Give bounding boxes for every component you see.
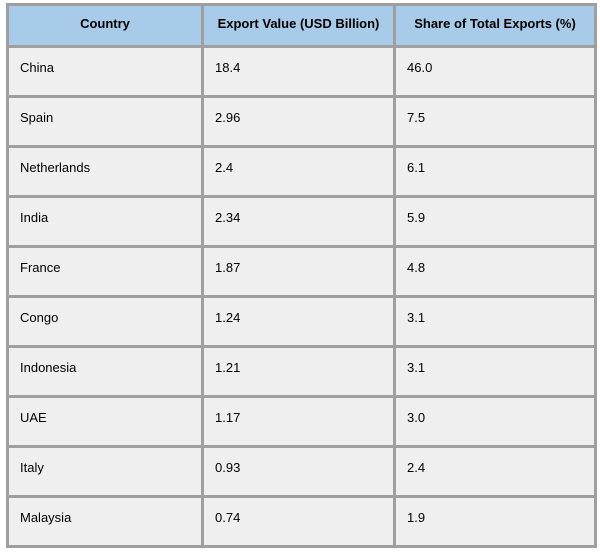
share-cell: 3.1 bbox=[393, 345, 597, 398]
export-value-cell: 1.21 bbox=[201, 345, 396, 398]
export-value-cell: 1.24 bbox=[201, 295, 396, 348]
table-row: Congo 1.24 3.1 bbox=[6, 295, 597, 348]
share-cell: 6.1 bbox=[393, 145, 597, 198]
table-row: Italy 0.93 2.4 bbox=[6, 445, 597, 498]
share-cell: 2.4 bbox=[393, 445, 597, 498]
share-cell: 4.8 bbox=[393, 245, 597, 298]
export-value-cell: 2.34 bbox=[201, 195, 396, 248]
table-body: China 18.4 46.0 Spain 2.96 7.5 Netherlands 2.4 6… bbox=[6, 45, 597, 548]
country-cell: India bbox=[6, 195, 204, 248]
share-cell: 1.9 bbox=[393, 495, 597, 548]
column-header-export-value: Export Value (USD Billion) bbox=[201, 3, 396, 48]
table-row: Netherlands 2.4 6.1 bbox=[6, 145, 597, 198]
country-cell: Congo bbox=[6, 295, 204, 348]
country-cell: Netherlands bbox=[6, 145, 204, 198]
export-value-cell: 0.74 bbox=[201, 495, 396, 548]
table-row: UAE 1.17 3.0 bbox=[6, 395, 597, 448]
share-cell: 46.0 bbox=[393, 45, 597, 98]
export-value-cell: 1.87 bbox=[201, 245, 396, 298]
table-row: China 18.4 46.0 bbox=[6, 45, 597, 98]
column-header-share-of-exports: Share of Total Exports (%) bbox=[393, 3, 597, 48]
share-cell: 3.1 bbox=[393, 295, 597, 348]
table-row: France 1.87 4.8 bbox=[6, 245, 597, 298]
country-cell: Indonesia bbox=[6, 345, 204, 398]
table-row: Malaysia 0.74 1.9 bbox=[6, 495, 597, 548]
export-value-cell: 0.93 bbox=[201, 445, 396, 498]
country-cell: Spain bbox=[6, 95, 204, 148]
country-cell: UAE bbox=[6, 395, 204, 448]
table-row: Spain 2.96 7.5 bbox=[6, 95, 597, 148]
table-row: Indonesia 1.21 3.1 bbox=[6, 345, 597, 398]
country-cell: Malaysia bbox=[6, 495, 204, 548]
share-cell: 3.0 bbox=[393, 395, 597, 448]
share-cell: 7.5 bbox=[393, 95, 597, 148]
header-row: Country Export Value (USD Billion) Share… bbox=[6, 3, 597, 48]
share-cell: 5.9 bbox=[393, 195, 597, 248]
country-cell: Italy bbox=[6, 445, 204, 498]
export-value-cell: 2.4 bbox=[201, 145, 396, 198]
country-cell: France bbox=[6, 245, 204, 298]
country-cell: China bbox=[6, 45, 204, 98]
exports-table: Country Export Value (USD Billion) Share… bbox=[6, 3, 597, 548]
table-row: India 2.34 5.9 bbox=[6, 195, 597, 248]
column-header-country: Country bbox=[6, 3, 204, 48]
export-value-cell: 1.17 bbox=[201, 395, 396, 448]
export-value-cell: 18.4 bbox=[201, 45, 396, 98]
export-value-cell: 2.96 bbox=[201, 95, 396, 148]
